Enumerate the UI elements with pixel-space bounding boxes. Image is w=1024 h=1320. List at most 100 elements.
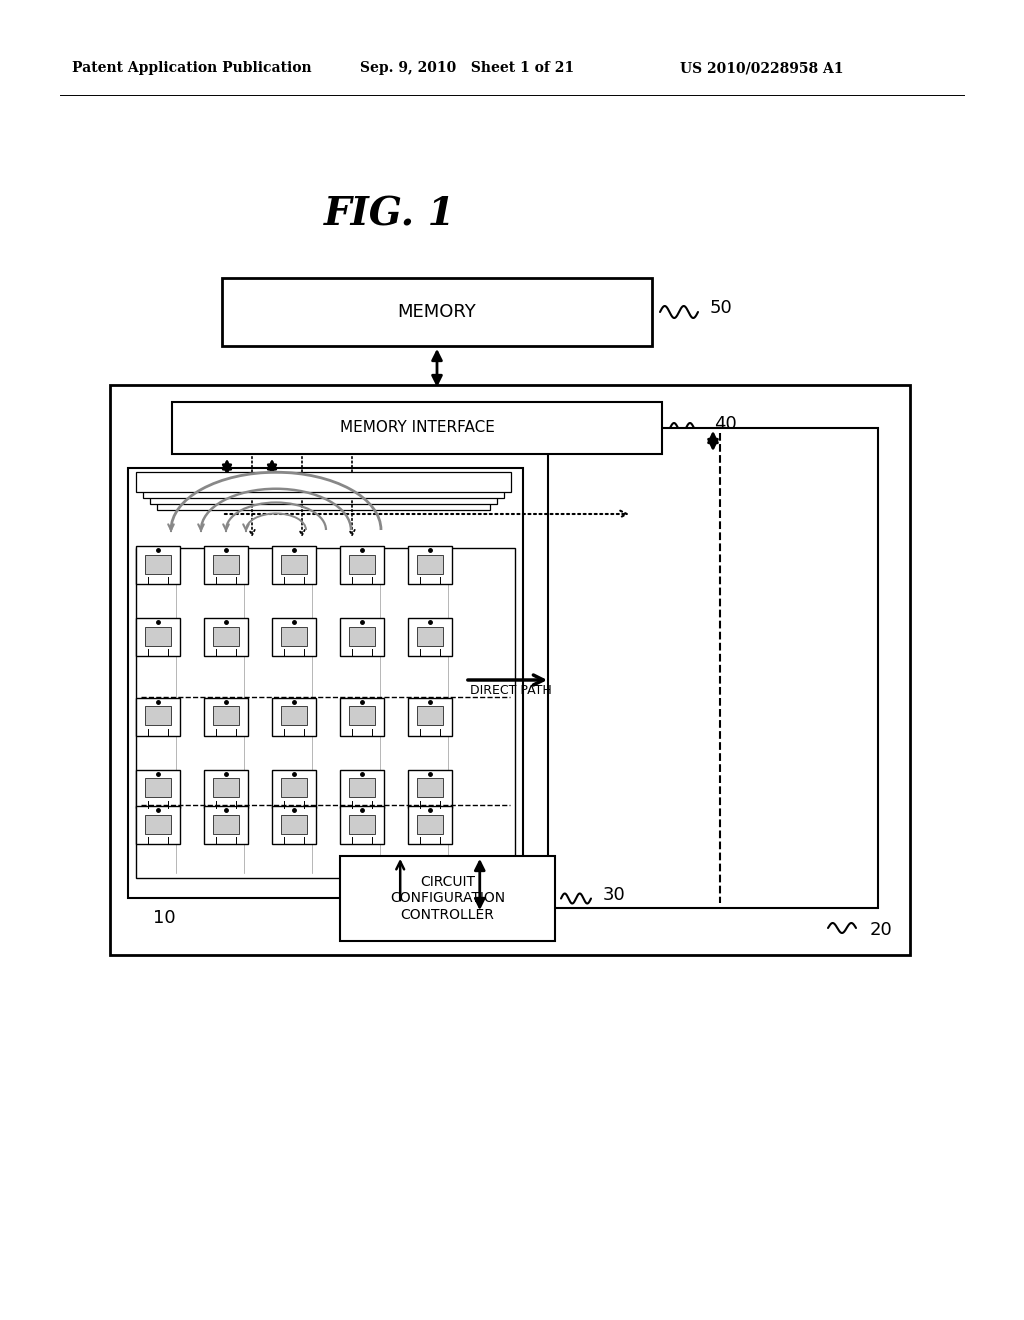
Bar xyxy=(136,473,511,492)
Bar xyxy=(417,814,443,834)
Bar xyxy=(144,706,171,725)
Bar xyxy=(281,777,307,797)
Polygon shape xyxy=(566,447,586,469)
Polygon shape xyxy=(611,587,632,609)
Bar xyxy=(281,627,307,645)
Bar xyxy=(417,706,443,725)
Polygon shape xyxy=(566,797,586,818)
Polygon shape xyxy=(611,867,632,888)
Polygon shape xyxy=(703,447,723,469)
Bar xyxy=(272,546,316,583)
Polygon shape xyxy=(703,517,723,539)
Bar xyxy=(157,490,490,510)
Bar xyxy=(204,618,248,656)
Polygon shape xyxy=(611,657,632,678)
Bar xyxy=(349,777,375,797)
Polygon shape xyxy=(795,447,814,469)
Bar xyxy=(349,627,375,645)
Polygon shape xyxy=(657,587,677,609)
Polygon shape xyxy=(611,517,632,539)
Text: DIRECT PATH: DIRECT PATH xyxy=(470,684,552,697)
Bar xyxy=(213,554,240,573)
Polygon shape xyxy=(840,867,860,888)
Bar xyxy=(340,697,384,735)
Polygon shape xyxy=(840,797,860,818)
Text: 30: 30 xyxy=(603,886,626,903)
Bar xyxy=(144,627,171,645)
Bar xyxy=(136,546,180,583)
Bar xyxy=(204,807,248,845)
Bar xyxy=(340,807,384,845)
Polygon shape xyxy=(749,657,769,678)
Bar xyxy=(349,814,375,834)
Polygon shape xyxy=(795,657,814,678)
Polygon shape xyxy=(795,797,814,818)
Bar xyxy=(417,554,443,573)
Polygon shape xyxy=(657,517,677,539)
Polygon shape xyxy=(840,727,860,748)
Polygon shape xyxy=(749,517,769,539)
Bar xyxy=(213,814,240,834)
Bar xyxy=(349,706,375,725)
Polygon shape xyxy=(566,657,586,678)
Bar xyxy=(272,807,316,845)
Polygon shape xyxy=(840,587,860,609)
Bar xyxy=(204,770,248,808)
Bar xyxy=(408,770,452,808)
Text: Patent Application Publication: Patent Application Publication xyxy=(72,61,311,75)
Bar xyxy=(340,618,384,656)
Polygon shape xyxy=(703,587,723,609)
Bar xyxy=(408,618,452,656)
Bar xyxy=(136,618,180,656)
Polygon shape xyxy=(703,797,723,818)
Polygon shape xyxy=(566,867,586,888)
Bar xyxy=(128,469,523,898)
Bar xyxy=(408,697,452,735)
Polygon shape xyxy=(749,797,769,818)
Polygon shape xyxy=(749,727,769,748)
Polygon shape xyxy=(703,657,723,678)
Bar xyxy=(340,546,384,583)
Bar xyxy=(222,279,652,346)
Polygon shape xyxy=(703,727,723,748)
Polygon shape xyxy=(703,867,723,888)
Text: US 2010/0228958 A1: US 2010/0228958 A1 xyxy=(680,61,844,75)
Bar xyxy=(204,546,248,583)
Bar xyxy=(172,403,662,454)
Text: 50: 50 xyxy=(710,300,733,317)
Polygon shape xyxy=(749,867,769,888)
Bar xyxy=(144,554,171,573)
Polygon shape xyxy=(840,657,860,678)
Polygon shape xyxy=(749,447,769,469)
Bar xyxy=(417,627,443,645)
Polygon shape xyxy=(840,447,860,469)
Polygon shape xyxy=(749,587,769,609)
Polygon shape xyxy=(566,587,586,609)
Bar xyxy=(408,807,452,845)
Bar xyxy=(340,770,384,808)
Polygon shape xyxy=(795,587,814,609)
Polygon shape xyxy=(657,797,677,818)
Polygon shape xyxy=(611,447,632,469)
Bar xyxy=(213,706,240,725)
Polygon shape xyxy=(795,517,814,539)
Bar xyxy=(136,770,180,808)
Bar xyxy=(408,546,452,583)
Polygon shape xyxy=(566,727,586,748)
Bar xyxy=(417,777,443,797)
Bar xyxy=(213,777,240,797)
Bar xyxy=(548,428,878,908)
Text: FIG. 1: FIG. 1 xyxy=(325,195,456,234)
Bar xyxy=(272,770,316,808)
Polygon shape xyxy=(840,517,860,539)
Polygon shape xyxy=(795,727,814,748)
Bar xyxy=(150,484,497,504)
Polygon shape xyxy=(657,657,677,678)
Bar xyxy=(281,814,307,834)
Bar xyxy=(272,618,316,656)
Text: 40: 40 xyxy=(714,414,736,433)
Bar xyxy=(136,697,180,735)
Polygon shape xyxy=(611,797,632,818)
Bar xyxy=(272,697,316,735)
Bar xyxy=(349,554,375,573)
